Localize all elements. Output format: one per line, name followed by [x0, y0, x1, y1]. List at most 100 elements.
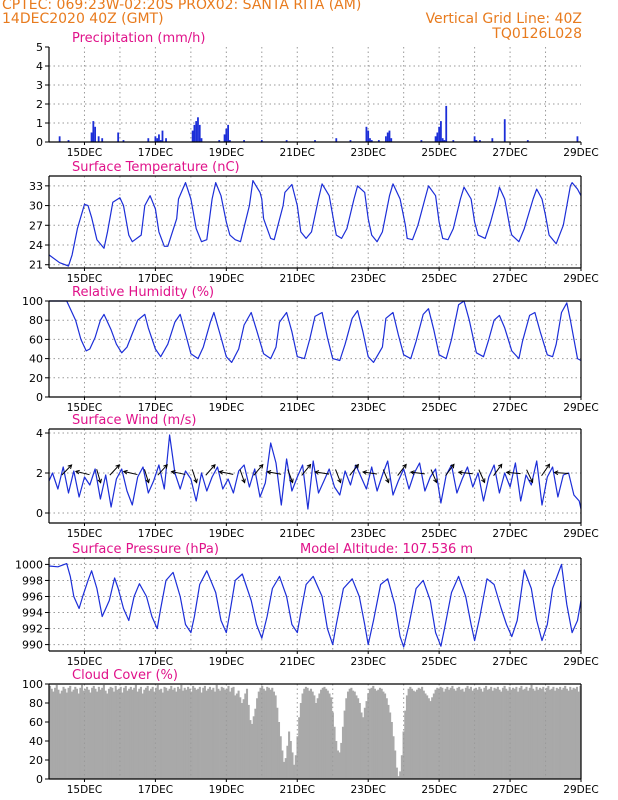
wind-vector [61, 464, 72, 476]
cloud-bar [259, 687, 262, 779]
cloud-bar [170, 685, 173, 779]
cloud-bar [350, 687, 353, 779]
cloud-bar [330, 697, 333, 779]
cloud-bar [510, 689, 513, 779]
cloud-bar [458, 686, 461, 779]
y-tick-label: 24 [29, 239, 43, 252]
cloud-bar [316, 698, 319, 779]
cloud-bar [106, 693, 109, 779]
cloud-bar [557, 688, 560, 779]
precip-bar [285, 140, 288, 142]
cloud-bar [153, 691, 156, 779]
cloud-bar [219, 690, 222, 779]
x-tick-label: 19DEC [209, 147, 244, 159]
cloud-bar [70, 691, 73, 779]
cloud-bar [185, 689, 188, 779]
wind-arrowhead [529, 478, 534, 484]
precip-bar [503, 119, 506, 142]
cloud-bar [254, 708, 257, 779]
cloud-bar [338, 752, 341, 779]
cloud-bar [380, 688, 383, 779]
wind-vector [143, 469, 150, 483]
wind-vector [335, 469, 342, 483]
cloud-bar [161, 692, 164, 779]
cloud-bar [67, 687, 70, 779]
wind-arrowhead [122, 469, 128, 475]
cloud-bar [222, 687, 225, 779]
cloud-bar [294, 755, 297, 779]
cloud-bar [192, 685, 195, 779]
x-tick-label: 21DEC [280, 528, 315, 540]
cloud-bar [542, 686, 545, 779]
precip-bar [475, 140, 478, 142]
x-tick-label: 19DEC [209, 784, 244, 796]
y-tick-label: 994 [22, 607, 43, 620]
wind-vector [75, 470, 90, 476]
cloud-bar [436, 687, 439, 779]
x-tick-label: 27DEC [492, 402, 527, 414]
precip-bar [101, 138, 104, 142]
cloud-bar [538, 687, 541, 779]
precip-bar [260, 140, 263, 142]
panel-4: 0 2 4 15DEC 17DEC 19DEC 21DEC 23DEC 25DEC 27DEC 29… [36, 413, 599, 540]
cloud-bar [118, 688, 121, 779]
x-tick-label: 27DEC [492, 273, 527, 285]
cloud-bar [400, 755, 403, 779]
panel-title: Surface Wind (m/s) [72, 413, 196, 428]
y-tick-label: 80 [29, 314, 43, 327]
wind-vector [397, 464, 407, 476]
wind-vector [506, 471, 521, 475]
cloud-bar [188, 688, 191, 779]
cloud-bar [227, 685, 230, 779]
cloud-bar [579, 685, 582, 779]
cloud-bar [171, 689, 174, 779]
cloud-bar [111, 687, 114, 779]
cloud-bar [392, 736, 395, 779]
cloud-bar [234, 695, 237, 779]
cloud-bar [89, 692, 92, 779]
precip-bar [90, 132, 93, 142]
precip-bar [441, 138, 444, 142]
precip-bar [526, 140, 529, 142]
x-tick-label: 17DEC [138, 147, 173, 159]
cloud-bar [395, 767, 398, 779]
cloud-bar [168, 688, 171, 779]
cloud-bar [69, 685, 72, 779]
cloud-bar [109, 686, 112, 779]
cloud-bar [478, 686, 481, 779]
y-tick-label: 100 [22, 678, 43, 691]
cloud-bar [96, 691, 99, 779]
wind-arrowhead [457, 470, 463, 475]
wind-arrowhead [258, 463, 264, 469]
precip-bar [197, 117, 199, 142]
cloud-bar [143, 689, 146, 779]
cloud-bar [296, 736, 299, 779]
series-line [48, 434, 582, 510]
precip-bar [193, 124, 196, 142]
wind-arrowhead [505, 470, 511, 476]
y-tick-label: 27 [29, 219, 43, 232]
cloud-bar [207, 688, 210, 779]
wind-arrowhead [354, 463, 360, 469]
cloud-bar [116, 689, 119, 779]
x-tick-label: 15DEC [67, 656, 102, 668]
cloud-bar [404, 710, 407, 779]
wind-arrowhead [314, 470, 320, 475]
cloud-bar [213, 691, 217, 779]
wind-vector [205, 464, 216, 476]
wind-vector [526, 469, 534, 483]
cloud-bar [129, 686, 132, 779]
cloud-bar [375, 690, 378, 779]
wind-arrowhead [402, 463, 407, 469]
wind-arrowhead [409, 470, 415, 475]
y-tick-label: 20 [29, 372, 43, 385]
wind-vector [253, 464, 264, 476]
cloud-bar [382, 691, 385, 779]
wind-arrowhead [67, 464, 73, 469]
cloud-bar [202, 687, 205, 779]
cloud-bar [397, 776, 400, 779]
cloud-bar [528, 687, 531, 779]
precip-bar [159, 140, 162, 142]
precip-bar [225, 128, 228, 142]
cloud-bar [175, 691, 178, 779]
